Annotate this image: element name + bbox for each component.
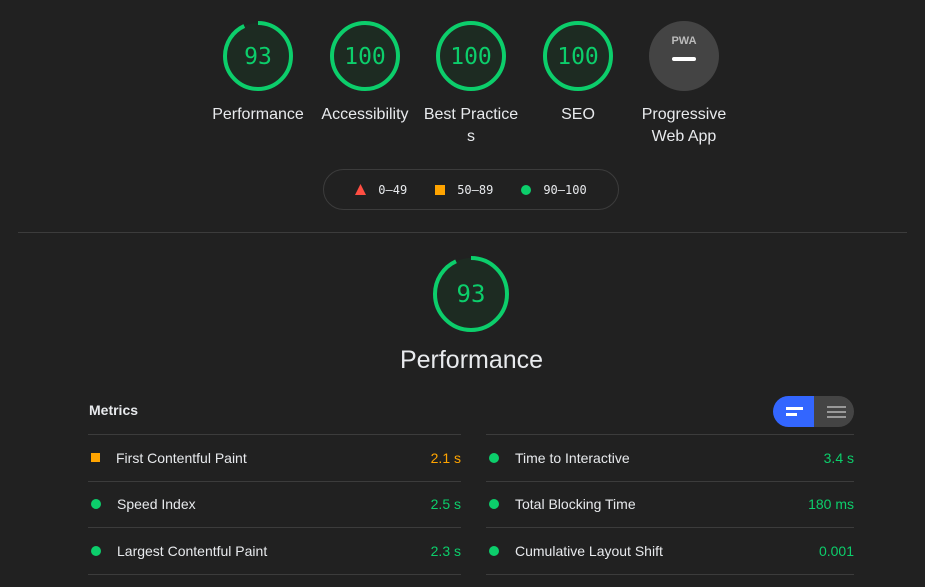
gauge-performance[interactable]: 93 Performance	[205, 20, 311, 126]
metric-row: First Contentful Paint 2.1 s	[88, 435, 461, 482]
gauge-label: Performance	[212, 106, 304, 123]
gauge-arc	[223, 21, 293, 91]
gauge-label: Progressive Web App	[641, 106, 727, 145]
gauge-score: 93	[244, 44, 272, 70]
list-view-icon	[826, 405, 846, 408]
gauge-arc	[330, 21, 400, 91]
gauge-progressive-web-app[interactable]: PWA Progressive Web App	[631, 20, 737, 148]
metric-row: Total Blocking Time 180 ms	[486, 482, 854, 528]
metric-row: Speed Index 2.5 s	[88, 482, 461, 528]
metric-row: Cumulative Layout Shift 0.001	[486, 528, 854, 575]
metric-name: First Contentful Paint	[116, 449, 247, 466]
gauge-label: SEO	[561, 106, 595, 123]
list-view-button[interactable]	[813, 396, 854, 427]
gauge-arc	[543, 21, 613, 91]
gauge-score: 100	[557, 44, 599, 70]
circle-icon	[489, 545, 499, 556]
pwa-badge: PWA	[671, 35, 696, 47]
metric-name: Time to Interactive	[515, 449, 630, 466]
performance-score: 93	[457, 280, 486, 308]
metric-row: Largest Contentful Paint 2.3 s	[88, 528, 461, 575]
legend-pass: 90–100	[521, 183, 587, 197]
metric-name: Cumulative Layout Shift	[515, 542, 663, 559]
gauge-arc	[436, 21, 506, 91]
metric-value: 3.4 s	[823, 449, 854, 466]
pwa-dash-icon	[672, 57, 696, 61]
metric-value: 180 ms	[808, 496, 854, 513]
score-legend: 0–49 50–89 90–100	[323, 169, 619, 210]
circle-icon	[91, 499, 101, 510]
metric-name: Total Blocking Time	[515, 496, 636, 513]
metrics-view-toggle[interactable]	[773, 396, 854, 427]
legend-fail: 0–49	[355, 183, 407, 197]
circle-icon	[521, 184, 532, 195]
triangle-icon	[355, 184, 367, 195]
gauge-score: 100	[450, 44, 492, 70]
performance-gauge-large: 93	[431, 254, 511, 339]
metric-value: 2.1 s	[430, 449, 461, 466]
gauge-score: 100	[344, 44, 386, 70]
circle-icon	[489, 452, 499, 463]
metric-value: 0.001	[818, 542, 854, 559]
circle-icon	[91, 545, 101, 556]
metric-value: 2.3 s	[430, 542, 461, 559]
gauge-seo[interactable]: 100 SEO	[525, 20, 631, 126]
circle-icon	[489, 499, 499, 510]
metric-name: Speed Index	[117, 496, 196, 513]
gauge-accessibility[interactable]: 100 Accessibility	[312, 20, 418, 126]
metrics-left-column: First Contentful Paint 2.1 s Speed Index 2.…	[88, 434, 461, 575]
gauge-label: Best Practices	[423, 106, 519, 145]
square-icon	[435, 184, 446, 195]
gauge-best-practices[interactable]: 100 Best Practices	[418, 20, 524, 148]
metric-name: Largest Contentful Paint	[117, 542, 268, 559]
square-icon	[91, 453, 100, 463]
summary-view-button[interactable]	[773, 396, 814, 427]
metric-row: Time to Interactive 3.4 s	[486, 435, 854, 482]
legend-average: 50–89	[435, 183, 493, 197]
gauge-label: Accessibility	[321, 106, 409, 123]
metric-value: 2.5 s	[430, 496, 461, 513]
page-title: Performance	[399, 346, 544, 374]
metrics-right-column: Time to Interactive 3.4 s Total Blocking T…	[486, 434, 854, 575]
divider	[18, 232, 907, 233]
summary-view-icon	[786, 407, 803, 410]
metrics-heading: Metrics	[89, 402, 139, 418]
